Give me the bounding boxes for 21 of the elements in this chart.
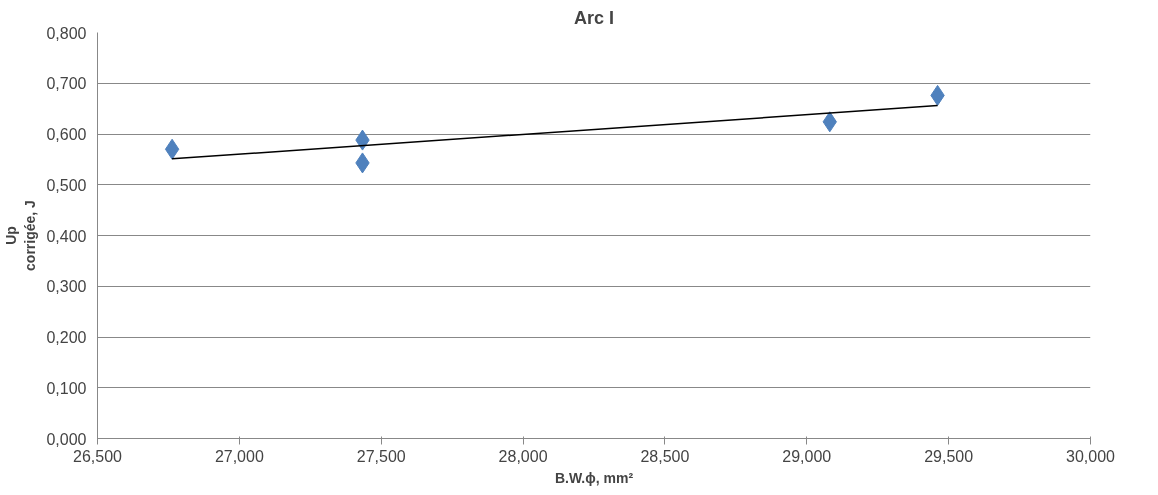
y-tick-label: 0,400	[46, 227, 87, 245]
x-tick-label: 29,000	[782, 447, 832, 465]
y-tick-label: 0,600	[46, 126, 87, 143]
y-tick-label: 0,200	[46, 329, 87, 346]
x-tick-label: 26,500	[73, 447, 123, 465]
y-tick-label: 0,300	[46, 278, 87, 296]
x-axis-title: B.W.ϕ, mm²	[554, 469, 634, 486]
chart-title: Arc I	[573, 7, 615, 28]
x-tick-label: 27,500	[356, 447, 406, 465]
y-tick-label: 0,700	[46, 75, 87, 93]
y-tick-label: 0,000	[46, 430, 87, 448]
y-tick-label: 0,800	[46, 24, 87, 42]
x-tick-label: 28,500	[640, 447, 690, 465]
y-axis-title: Up corrigée, J	[3, 200, 39, 271]
y-tick-label: 0,100	[46, 379, 87, 397]
x-tick-label: 27,000	[214, 447, 264, 465]
point	[164, 138, 180, 160]
x-tick-label: 28,000	[498, 447, 548, 465]
x-tick-label: 29,500	[924, 447, 974, 465]
y-tick-label: 0,500	[46, 176, 87, 194]
x-tick-label: 30,000	[1066, 447, 1116, 465]
